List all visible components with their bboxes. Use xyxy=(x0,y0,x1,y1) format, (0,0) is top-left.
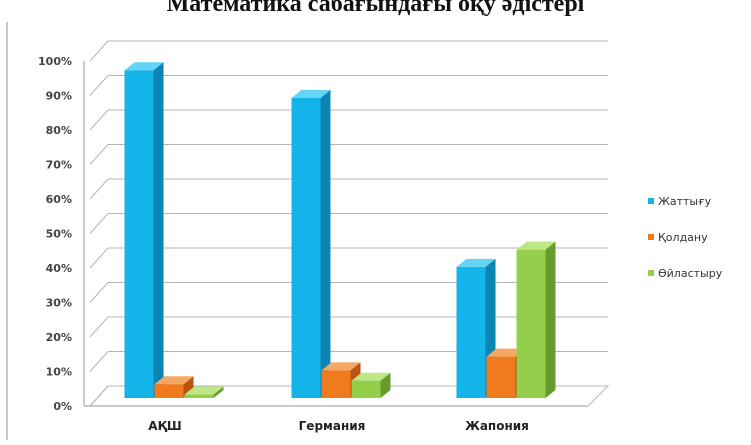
legend-item: Қолдану xyxy=(648,228,722,246)
wall-gridline xyxy=(90,214,108,234)
y-tick-label: 40% xyxy=(46,262,72,275)
x-tick-label: Жапония xyxy=(465,419,529,433)
bar xyxy=(487,357,516,398)
wall-gridline xyxy=(90,145,108,165)
bar xyxy=(292,98,321,398)
legend-item: Өйластыру xyxy=(648,264,722,282)
wall-gridline xyxy=(90,41,108,61)
y-tick-label: 100% xyxy=(38,55,72,68)
bar xyxy=(457,267,486,398)
bar-side xyxy=(321,90,331,398)
wall-gridline xyxy=(90,352,108,372)
legend-label: Қолдану xyxy=(658,231,708,244)
x-tick-label: АҚШ xyxy=(148,419,181,433)
legend-swatch xyxy=(648,198,654,204)
wall-gridline xyxy=(90,179,108,199)
bar xyxy=(322,370,351,398)
bar xyxy=(517,250,546,398)
bar xyxy=(185,395,214,398)
bar-side xyxy=(154,62,164,398)
wall-gridline xyxy=(90,110,108,130)
legend-swatch xyxy=(648,270,654,276)
y-tick-label: 30% xyxy=(46,297,72,310)
legend-label: Өйластыру xyxy=(658,267,722,280)
legend-swatch xyxy=(648,234,654,240)
legend: Жаттығу Қолдану Өйластыру xyxy=(648,192,722,300)
x-tick-label: Германия xyxy=(299,419,366,433)
y-tick-label: 90% xyxy=(46,90,72,103)
y-tick-label: 20% xyxy=(46,331,72,344)
wall-gridline xyxy=(90,248,108,268)
y-tick-label: 10% xyxy=(46,366,72,379)
legend-item: Жаттығу xyxy=(648,192,722,210)
bar-side xyxy=(546,242,556,398)
wall-gridline xyxy=(90,317,108,337)
y-tick-label: 70% xyxy=(46,159,72,172)
y-tick-label: 0% xyxy=(53,400,72,413)
wall-gridline xyxy=(90,76,108,96)
legend-label: Жаттығу xyxy=(658,195,711,208)
y-tick-label: 80% xyxy=(46,124,72,137)
y-tick-label: 60% xyxy=(46,193,72,206)
bar xyxy=(125,70,154,398)
wall-gridline xyxy=(90,283,108,303)
y-tick-label: 50% xyxy=(46,228,72,241)
bar xyxy=(352,381,381,398)
bar xyxy=(155,384,184,398)
